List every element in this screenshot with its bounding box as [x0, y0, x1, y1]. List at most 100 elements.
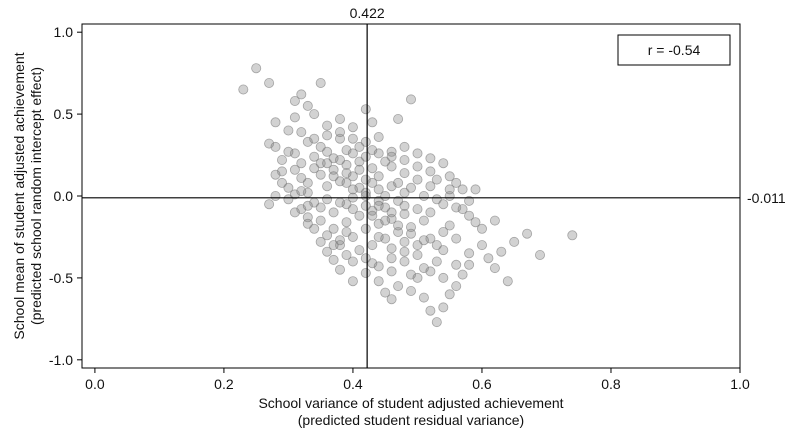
x-tick-label: 0.6: [472, 376, 492, 392]
data-point: [425, 181, 436, 192]
data-point: [457, 269, 468, 280]
data-point: [412, 249, 423, 260]
data-point: [373, 148, 384, 159]
data-point: [405, 228, 416, 239]
data-point: [373, 276, 384, 287]
data-point: [386, 253, 397, 264]
data-point: [393, 114, 404, 125]
data-point: [373, 184, 384, 195]
data-point: [496, 246, 507, 257]
data-point: [322, 230, 333, 241]
horizontal-reference-label: -0.011: [747, 190, 786, 206]
x-tick-label: 1.0: [730, 376, 750, 392]
data-point: [322, 120, 333, 131]
data-point: [322, 158, 333, 169]
data-point: [451, 202, 462, 213]
data-point: [283, 146, 294, 157]
data-point: [367, 163, 378, 174]
data-point: [380, 287, 391, 298]
data-point: [399, 168, 410, 179]
data-point: [373, 261, 384, 272]
points-layer: [238, 63, 578, 328]
data-point: [296, 89, 307, 100]
data-point: [322, 181, 333, 192]
data-point: [251, 63, 262, 74]
data-point: [283, 194, 294, 205]
data-point: [354, 210, 365, 221]
data-point: [276, 154, 287, 165]
data-point: [264, 78, 275, 89]
data-point: [270, 169, 281, 180]
data-point: [431, 240, 442, 251]
data-point: [322, 130, 333, 141]
data-point: [412, 272, 423, 283]
data-point: [360, 267, 371, 278]
data-point: [238, 84, 249, 95]
data-point: [341, 249, 352, 260]
data-point: [464, 248, 475, 259]
data-point: [367, 177, 378, 188]
data-point: [386, 151, 397, 162]
data-point: [296, 186, 307, 197]
x-axis-ticks: 0.0 0.2 0.4 0.6 0.8 1.0: [85, 368, 750, 392]
data-point: [418, 292, 429, 303]
data-point: [289, 164, 300, 175]
data-point: [457, 184, 468, 195]
data-point: [347, 133, 358, 144]
data-point: [418, 190, 429, 201]
data-point: [289, 207, 300, 218]
data-point: [451, 281, 462, 292]
data-point: [289, 96, 300, 107]
data-point: [334, 197, 345, 208]
data-point: [347, 276, 358, 287]
data-point: [328, 223, 339, 234]
data-point: [354, 164, 365, 175]
data-point: [302, 100, 313, 111]
data-point: [444, 289, 455, 300]
data-point: [425, 266, 436, 277]
data-point: [347, 171, 358, 182]
data-point: [399, 256, 410, 267]
data-point: [270, 190, 281, 201]
data-point: [309, 133, 320, 144]
data-point: [367, 258, 378, 269]
data-point: [296, 158, 307, 169]
data-point: [425, 305, 436, 316]
data-point: [399, 208, 410, 219]
data-point: [309, 109, 320, 120]
correlation-annotation: r = -0.54: [648, 42, 701, 58]
data-point: [380, 215, 391, 226]
data-point: [489, 263, 500, 274]
data-point: [334, 114, 345, 125]
x-tick-label: 0.8: [601, 376, 621, 392]
data-point: [328, 254, 339, 265]
data-point: [476, 240, 487, 251]
data-point: [464, 210, 475, 221]
data-point: [283, 125, 294, 136]
y-tick-label: 0.0: [54, 188, 74, 204]
data-point: [360, 200, 371, 211]
data-point: [360, 151, 371, 162]
data-point: [373, 200, 384, 211]
correlation-annotation-box: [617, 34, 731, 66]
data-point: [386, 294, 397, 305]
data-point: [386, 266, 397, 277]
data-point: [489, 215, 500, 226]
data-point: [444, 171, 455, 182]
data-point: [373, 131, 384, 142]
data-point: [418, 235, 429, 246]
data-point: [322, 246, 333, 257]
data-point: [451, 259, 462, 270]
data-point: [328, 240, 339, 251]
data-point: [270, 141, 281, 152]
x-tick-label: 0.0: [85, 376, 105, 392]
x-tick-label: 0.4: [343, 376, 363, 392]
y-tick-label: 0.5: [54, 106, 74, 122]
data-point: [399, 246, 410, 257]
y-tick-label: -0.5: [49, 270, 73, 286]
data-point: [276, 177, 287, 188]
data-point: [405, 94, 416, 105]
data-point: [412, 174, 423, 185]
y-tick-label: 1.0: [54, 24, 74, 40]
data-point: [444, 220, 455, 231]
